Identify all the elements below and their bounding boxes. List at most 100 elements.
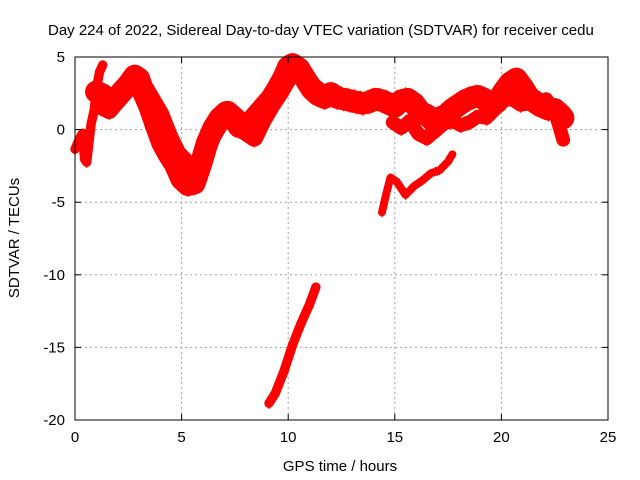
data-point-marker: [444, 114, 452, 122]
data-point-marker: [393, 117, 401, 125]
data-point-marker: [425, 113, 433, 121]
data-point-marker: [162, 117, 170, 125]
data-point-marker: [88, 118, 96, 126]
data-point-marker: [555, 127, 563, 135]
data-point-marker: [193, 180, 201, 188]
data-point-marker: [170, 142, 178, 150]
data-point-marker: [182, 165, 190, 173]
data-point-marker: [493, 104, 501, 111]
y-tick-label: -10: [43, 267, 65, 284]
data-point-marker: [413, 123, 421, 131]
data-point-marker: [158, 109, 166, 117]
data-point-marker: [486, 106, 494, 114]
data-point-marker: [491, 90, 499, 98]
data-point-marker: [75, 137, 83, 145]
data-point-marker: [453, 115, 461, 123]
data-point-marker: [271, 102, 279, 110]
data-point-marker: [465, 86, 473, 94]
data-point-marker: [284, 81, 292, 89]
data-point-marker: [287, 344, 295, 352]
data-point-marker: [282, 60, 290, 67]
data-point-marker: [500, 101, 507, 109]
data-point-marker: [442, 119, 450, 127]
y-axis-label: SDTVAR / TECUs: [6, 178, 23, 298]
data-point-marker: [503, 75, 511, 83]
data-point-marker: [333, 101, 341, 109]
x-tick-label: 20: [493, 429, 510, 446]
data-point-marker: [292, 335, 300, 343]
data-point-marker: [549, 104, 557, 112]
data-point-marker: [557, 124, 565, 131]
data-point-marker: [374, 96, 382, 104]
data-point-marker: [387, 100, 394, 108]
data-point-marker: [419, 109, 426, 117]
data-point-marker: [440, 124, 448, 132]
data-point-marker: [169, 165, 177, 173]
data-point-marker: [99, 103, 107, 111]
data-point-marker: [552, 108, 560, 116]
data-point-marker: [520, 86, 528, 93]
x-tick-label: 10: [280, 429, 297, 446]
data-point-marker: [423, 139, 431, 147]
data-point-marker: [370, 87, 377, 95]
data-point-marker: [180, 177, 188, 185]
data-point-marker: [477, 113, 485, 121]
data-point-marker: [282, 360, 290, 368]
data-point-marker: [280, 370, 288, 377]
data-point-marker: [554, 117, 562, 125]
data-point-marker: [254, 133, 262, 141]
x-tick-label: 5: [177, 429, 185, 446]
data-point-marker: [436, 168, 444, 176]
data-point-marker: [271, 391, 279, 399]
data-point-marker: [433, 106, 441, 114]
data-point-marker: [280, 88, 288, 96]
data-point-marker: [105, 113, 113, 120]
data-point-marker: [97, 66, 105, 74]
data-point-marker: [346, 105, 354, 113]
chart-title: Day 224 of 2022, Sidereal Day-to-day VTE…: [48, 22, 594, 39]
data-points: [70, 53, 575, 409]
data-point-marker: [184, 190, 192, 197]
data-point-marker: [384, 183, 392, 191]
data-point-marker: [382, 90, 390, 98]
data-point-marker: [394, 180, 402, 188]
data-point-marker: [516, 70, 523, 78]
data-point-marker: [233, 120, 241, 128]
data-point-marker: [412, 102, 420, 110]
data-point-marker: [474, 101, 482, 109]
data-point-marker: [546, 95, 554, 103]
data-point-marker: [480, 109, 488, 117]
data-point-marker: [559, 133, 566, 141]
data-point-marker: [145, 91, 153, 99]
data-point-marker: [162, 154, 170, 162]
data-point-marker: [202, 156, 210, 164]
data-point-marker: [82, 157, 90, 165]
data-point-marker: [397, 129, 405, 136]
data-point-marker: [301, 314, 309, 321]
data-point-marker: [461, 115, 469, 123]
data-point-marker: [395, 90, 403, 98]
data-point-marker: [239, 123, 247, 131]
data-point-marker: [350, 89, 358, 97]
data-point-marker: [521, 79, 529, 87]
data-point-marker: [139, 88, 147, 96]
data-point-marker: [383, 187, 391, 195]
data-point-marker: [269, 395, 277, 403]
data-point-marker: [298, 79, 306, 87]
data-point-marker: [175, 151, 183, 159]
data-point-marker: [399, 122, 407, 130]
data-point-marker: [553, 119, 561, 127]
data-point-marker: [529, 88, 537, 96]
data-point-marker: [470, 93, 478, 101]
data-point-marker: [399, 187, 407, 195]
data-point-marker: [178, 184, 186, 192]
data-point-marker: [157, 113, 165, 121]
data-point-marker: [265, 402, 273, 409]
data-point-marker: [263, 115, 271, 123]
data-point-marker: [311, 288, 319, 296]
data-point-marker: [303, 77, 311, 85]
data-point-marker: [199, 163, 207, 171]
data-point-marker: [169, 146, 176, 154]
data-point-marker: [494, 97, 502, 105]
